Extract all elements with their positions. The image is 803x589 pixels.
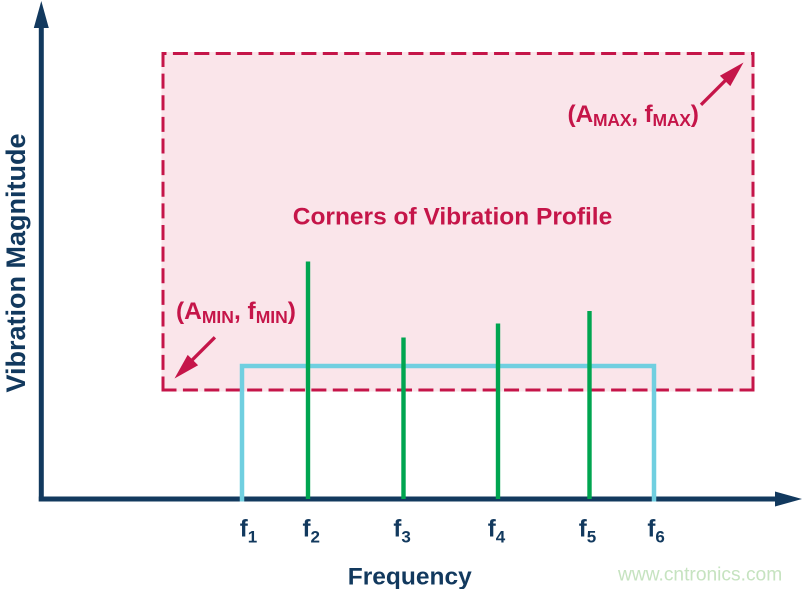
svg-text:f1: f1	[240, 516, 257, 547]
svg-text:f2: f2	[303, 516, 320, 547]
svg-text:f3: f3	[393, 516, 410, 547]
svg-text:f4: f4	[488, 516, 506, 547]
svg-text:f6: f6	[647, 516, 664, 547]
svg-text:Corners of Vibration Profile: Corners of Vibration Profile	[293, 204, 612, 231]
svg-text:Frequency: Frequency	[348, 564, 472, 589]
svg-text:f5: f5	[579, 516, 596, 547]
svg-text:Vibration Magnitude: Vibration Magnitude	[1, 133, 31, 392]
svg-text:www.cntronics.com: www.cntronics.com	[617, 565, 782, 586]
